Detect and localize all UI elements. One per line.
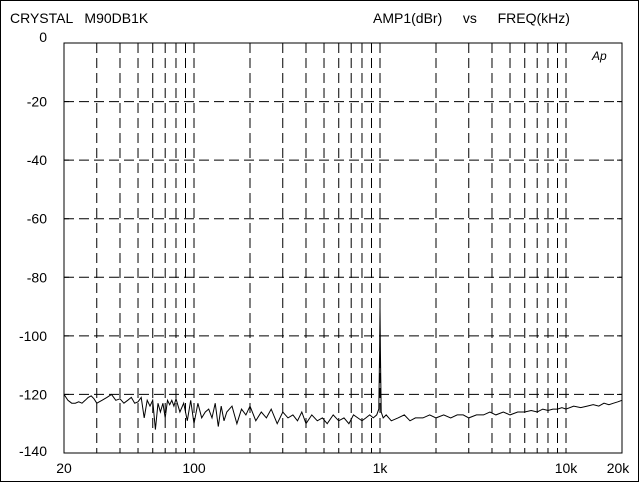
plot-area-border: [63, 42, 623, 454]
y-tick-label: 0: [39, 29, 47, 45]
ap-logo-icon: Ap: [591, 49, 607, 63]
axis-ticks: [64, 42, 622, 454]
y-tick-label: -40: [27, 152, 47, 168]
y-tick-label: -140: [19, 443, 47, 459]
series-line-amp1: [63, 307, 623, 430]
y-tick-label: -20: [27, 94, 47, 110]
grid-lines: [64, 43, 622, 453]
x-tick-label: 20k: [607, 460, 631, 476]
y-tick-label: -80: [27, 269, 47, 285]
chart-axes-description: AMP1(dBr) vs FREQ(kHz): [373, 10, 570, 26]
x-tick-label: 1k: [373, 460, 389, 476]
x-tick-label: 20: [56, 460, 72, 476]
y-tick-label: -120: [19, 386, 47, 402]
x-tick-label: 10k: [555, 460, 579, 476]
x-tick-label: 100: [182, 460, 206, 476]
y-axis-labels: 0 -20 -40 -60 -80 -100 -120 -140: [19, 29, 47, 459]
y-tick-label: -100: [19, 328, 47, 344]
chart-title: CRYSTAL M90DB1K: [10, 10, 149, 26]
y-tick-label: -60: [27, 211, 47, 227]
x-axis-labels: 20 100 1k 10k 20k: [56, 460, 630, 476]
